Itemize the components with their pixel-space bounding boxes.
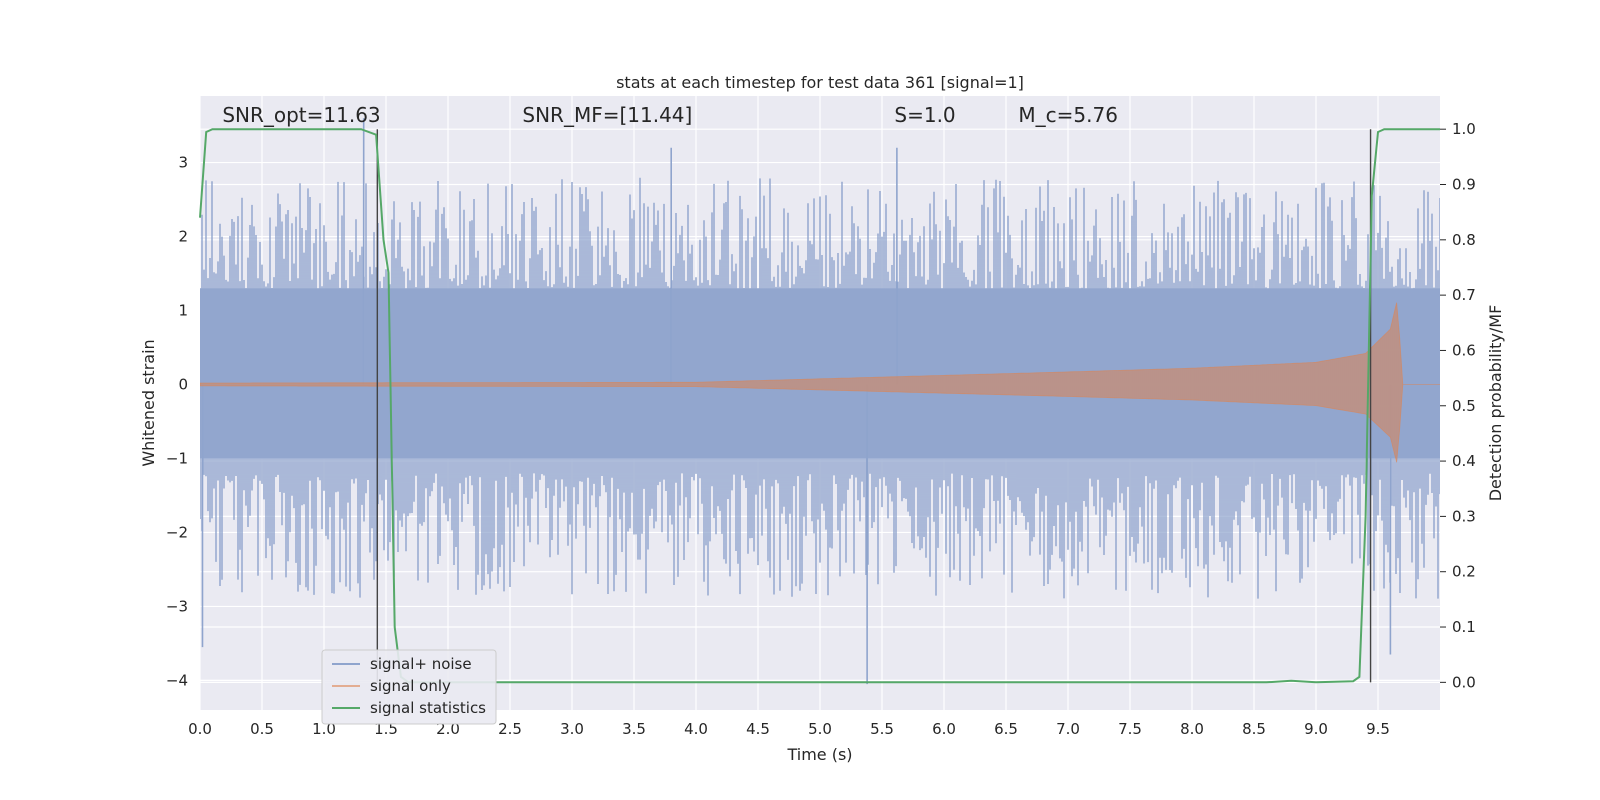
right-axis-ticks: 1.0 0.9 0.8 0.7 0.6 0.5 0.4 0.3 0.2 0.1 0.0 [1440,120,1476,691]
x-tick-label: 5.5 [870,720,894,738]
left-axis-ticks: 3 2 1 0 −1 −2 −3 −4 [166,154,188,690]
right-tick-label: 0.4 [1452,452,1476,470]
right-axis-label: Detection probability/MF [1486,305,1505,502]
x-tick-label: 4.0 [684,720,708,738]
x-tick-label: 9.5 [1366,720,1390,738]
right-tick-label: 0.0 [1452,673,1476,691]
chart-title: stats at each timestep for test data 361… [616,73,1024,92]
series-signal-statistics [199,128,1440,684]
series-signal-only [200,302,1440,463]
x-tick-label: 8.5 [1242,720,1266,738]
legend-label-signal-statistics: signal statistics [370,699,486,717]
annotations: SNR_opt=11.63 SNR_MF=[11.44] S=1.0 M_c=5.76 [222,103,1118,127]
left-tick-label: 3 [178,154,188,172]
legend: signal+ noise signal only signal statist… [321,649,497,725]
right-tick-label: 0.2 [1452,563,1476,581]
legend-box [321,649,497,725]
statistics-line [199,128,1440,684]
right-tick-label: 0.1 [1452,618,1476,636]
x-tick-label: 3.5 [622,720,646,738]
noise-spikes [201,118,1392,685]
x-tick-label: 6.0 [932,720,956,738]
left-tick-label: −4 [166,671,188,689]
left-tick-label: 0 [178,376,188,394]
left-tick-label: −2 [166,523,188,541]
right-tick-label: 1.0 [1452,120,1476,138]
legend-label-signal-plus-noise: signal+ noise [370,655,472,673]
x-tick-label: 6.5 [994,720,1018,738]
left-tick-label: −1 [166,449,188,467]
left-tick-label: 1 [178,302,188,320]
x-tick-label: 8.0 [1180,720,1204,738]
x-tick-label: 3.0 [560,720,584,738]
left-tick-label: 2 [178,228,188,246]
x-tick-label: 9.0 [1304,720,1328,738]
annotation-label: SNR_opt=11.63 [222,103,380,127]
x-tick-label: 0.0 [188,720,212,738]
x-axis-ticks: 0.0 0.5 1.0 1.5 2.0 2.5 3.0 3.5 4.0 4.5 5.0 5.5 6.0 6… [188,720,1390,738]
x-tick-label: 4.5 [746,720,770,738]
x-tick-label: 0.5 [250,720,274,738]
right-tick-label: 0.3 [1452,507,1476,525]
annotation-label: SNR_MF=[11.44] [522,103,692,127]
right-tick-label: 0.5 [1452,397,1476,415]
left-tick-label: −3 [166,597,188,615]
right-tick-label: 0.6 [1452,341,1476,359]
right-tick-label: 0.7 [1452,286,1476,304]
x-tick-label: 7.5 [1118,720,1142,738]
legend-label-signal-only: signal only [370,677,451,695]
annotation-label: M_c=5.76 [1018,103,1118,127]
x-tick-label: 5.0 [808,720,832,738]
chirp-envelope [200,302,1440,463]
annotation-label: S=1.0 [894,103,955,127]
left-axis-label: Whitened strain [139,339,158,466]
x-tick-label: 2.5 [498,720,522,738]
x-axis-label: Time (s) [786,745,852,764]
x-tick-label: 7.0 [1056,720,1080,738]
right-tick-label: 0.8 [1452,231,1476,249]
right-tick-label: 0.9 [1452,176,1476,194]
